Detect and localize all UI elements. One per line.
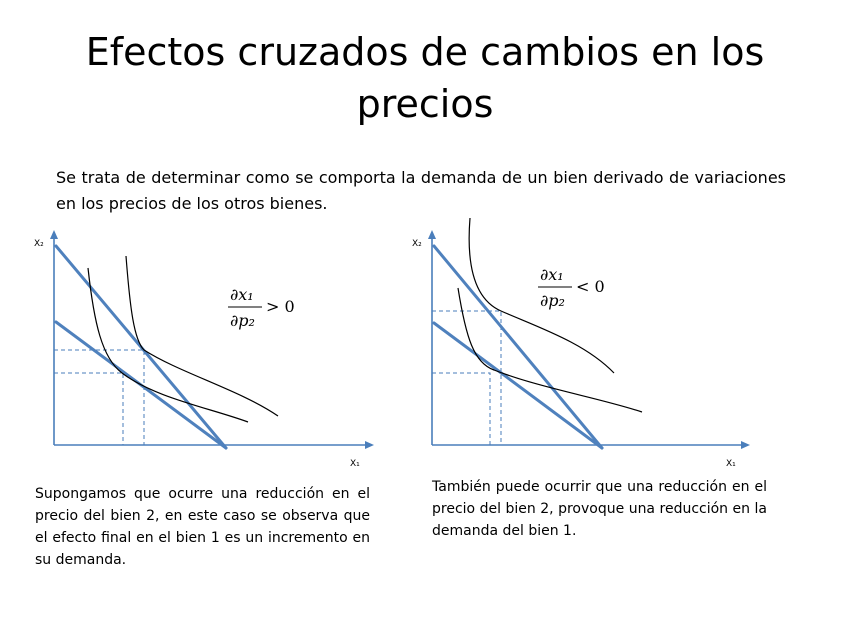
x-axis-label: X₁	[726, 459, 736, 469]
guide-line-lower	[432, 372, 491, 445]
formula-numerator: ∂x₁	[230, 285, 254, 304]
diagram-negative-cross-effect: X₂ X₁ ∂x₁ ∂p₂ < 0	[412, 217, 750, 469]
y-axis-label: X₂	[412, 239, 422, 249]
y-axis-arrow	[428, 230, 436, 239]
guide-line-upper	[432, 310, 502, 445]
intro-paragraph: Se trata de determinar como se comporta …	[56, 168, 786, 213]
formula-cross-derivative: ∂x₁ ∂p₂ > 0	[228, 285, 295, 330]
indifference-curve-low	[457, 287, 643, 413]
caption-negative-effect: También puede ocurrir que una reducción …	[432, 479, 767, 539]
diagram-positive-cross-effect: X₂ X₁ ∂x₁ ∂p₂ > 0	[34, 230, 374, 469]
x-axis-label: X₁	[350, 459, 360, 469]
formula-relation: < 0	[576, 277, 605, 296]
y-axis-arrow	[50, 230, 58, 239]
y-axis-label: X₂	[34, 239, 44, 249]
caption-positive-effect: Supongamos que ocurre una reducción en e…	[35, 486, 370, 568]
x-axis-arrow	[741, 441, 750, 449]
formula-denominator: ∂p₂	[540, 291, 565, 310]
budget-line-initial	[432, 321, 604, 450]
budget-line-new	[432, 244, 604, 450]
indifference-curve-high	[125, 255, 279, 417]
indifference-curve-high	[468, 217, 615, 374]
formula-cross-derivative: ∂x₁ ∂p₂ < 0	[538, 265, 605, 310]
x-axis-arrow	[365, 441, 374, 449]
formula-relation: > 0	[266, 297, 295, 316]
formula-numerator: ∂x₁	[540, 265, 564, 284]
guide-line-upper	[54, 349, 145, 445]
guide-line-lower	[54, 372, 124, 445]
page-title: Efectos cruzados de cambios en los preci…	[85, 30, 765, 126]
indifference-curve-low	[87, 267, 249, 423]
formula-denominator: ∂p₂	[230, 311, 255, 330]
